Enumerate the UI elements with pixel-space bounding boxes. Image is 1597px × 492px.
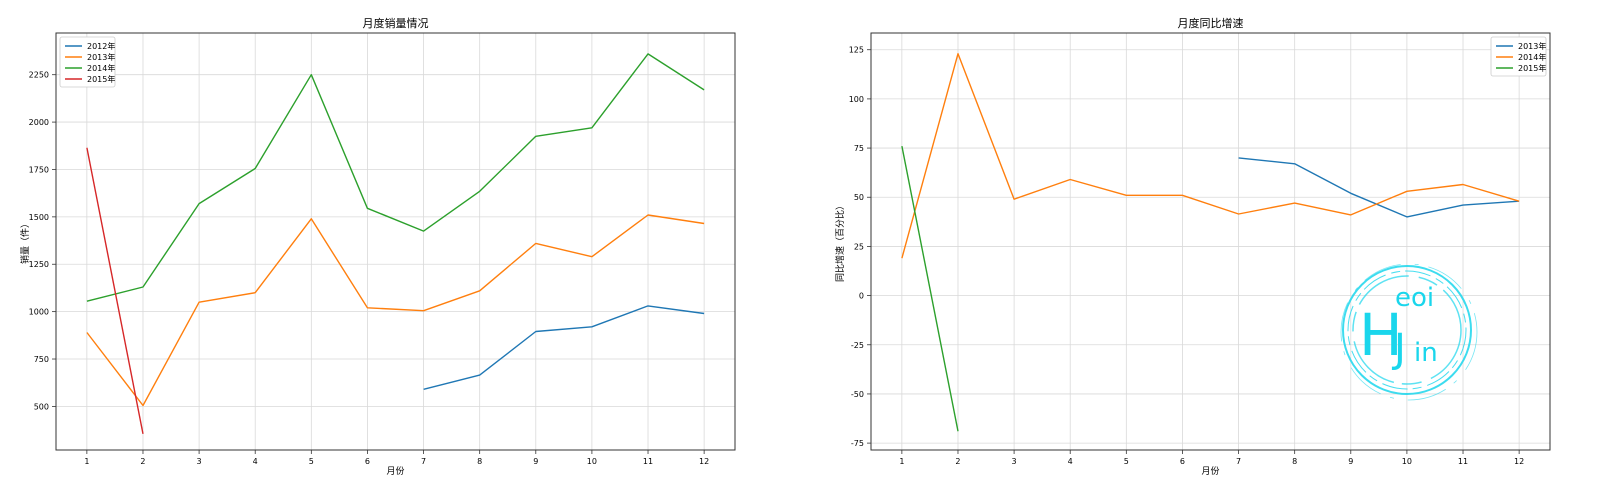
series-line-2013年: [86, 214, 705, 407]
x-tick-label: 9: [533, 457, 538, 466]
series-line-2012年: [423, 305, 705, 390]
x-tick-label: 12: [699, 457, 709, 466]
series-line-2015年: [901, 145, 959, 432]
legend-entry: 2015年: [87, 74, 115, 84]
x-tick-label: 7: [421, 457, 426, 466]
x-tick-label: 11: [643, 457, 653, 466]
legend-box: [59, 36, 116, 88]
sales-chart: 1 2 3 4 5 6 7 8 9 10 11 125007501000125015001750200…: [19, 16, 736, 477]
x-tick-label: 8: [1292, 457, 1297, 466]
y-tick-label: 100: [849, 95, 864, 104]
x-axis-label: 月份: [386, 465, 404, 477]
watermark-letter-h: H: [1359, 301, 1403, 369]
y-tick-label: 1250: [29, 260, 49, 269]
x-tick-label: 12: [1514, 457, 1524, 466]
legend-entry: 2015年: [1518, 63, 1546, 73]
x-tick-label: 4: [1068, 457, 1073, 466]
y-tick-label: -50: [851, 390, 864, 399]
x-tick-label: 1: [84, 457, 89, 466]
legend-entry: 2013年: [1518, 41, 1546, 51]
x-tick-label: 7: [1236, 457, 1241, 466]
yoy-growth-chart: 1 2 3 4 5 6 7 8 9 10 11 12-75-50-250255075100125月度同…: [834, 16, 1551, 477]
y-tick-label: 1500: [29, 213, 49, 222]
watermark-letters-eoi: eoi: [1395, 283, 1434, 313]
watermark-letter-j: J: [1391, 326, 1406, 372]
watermark-letters-in: in: [1414, 338, 1438, 368]
legend-entry: 2014年: [1518, 52, 1546, 62]
plot-frame: [55, 32, 736, 451]
y-tick-label: 500: [34, 402, 49, 411]
legend-entry: 2012年: [87, 41, 115, 51]
x-tick-label: 4: [253, 457, 258, 466]
y-axis-label: 销量（件）: [19, 219, 31, 264]
y-tick-label: 750: [34, 355, 49, 364]
plot-frame: [870, 32, 1551, 451]
y-tick-label: 2250: [29, 71, 49, 80]
y-tick-label: -25: [851, 341, 864, 350]
legend-entry: 2013年: [87, 52, 115, 62]
y-tick-label: 50: [854, 193, 864, 202]
x-tick-label: 6: [1180, 457, 1185, 466]
y-tick-label: 125: [849, 46, 864, 55]
y-axis-label: 同比增速（百分比）: [834, 201, 846, 282]
x-tick-label: 6: [365, 457, 370, 466]
x-tick-label: 8: [477, 457, 482, 466]
x-tick-label: 11: [1458, 457, 1468, 466]
y-tick-label: -75: [851, 439, 864, 448]
x-tick-label: 2: [955, 457, 960, 466]
legend-entry: 2014年: [87, 63, 115, 73]
x-tick-label: 3: [1012, 457, 1017, 466]
y-tick-label: 1750: [29, 165, 49, 174]
x-tick-label: 10: [1402, 457, 1412, 466]
y-tick-label: 1000: [29, 308, 49, 317]
x-tick-label: 3: [197, 457, 202, 466]
y-tick-label: 25: [854, 242, 864, 251]
x-axis-label: 月份: [1201, 465, 1219, 477]
x-tick-label: 5: [1124, 457, 1129, 466]
x-tick-label: 10: [587, 457, 597, 466]
y-tick-label: 2000: [29, 118, 49, 127]
x-tick-label: 9: [1348, 457, 1353, 466]
heoijin-watermark-logo: H eoi J in: [1340, 263, 1478, 401]
chart-title: 月度销量情况: [363, 16, 429, 30]
series-line-2015年: [86, 147, 144, 435]
series-line-2014年: [86, 53, 705, 302]
series-line-2013年: [1238, 157, 1520, 218]
x-tick-label: 5: [309, 457, 314, 466]
y-tick-label: 0: [859, 292, 864, 301]
x-tick-label: 1: [899, 457, 904, 466]
chart-title: 月度同比增速: [1178, 16, 1244, 30]
y-tick-label: 75: [854, 144, 864, 153]
x-tick-label: 2: [140, 457, 145, 466]
series-line-2014年: [901, 53, 1520, 259]
